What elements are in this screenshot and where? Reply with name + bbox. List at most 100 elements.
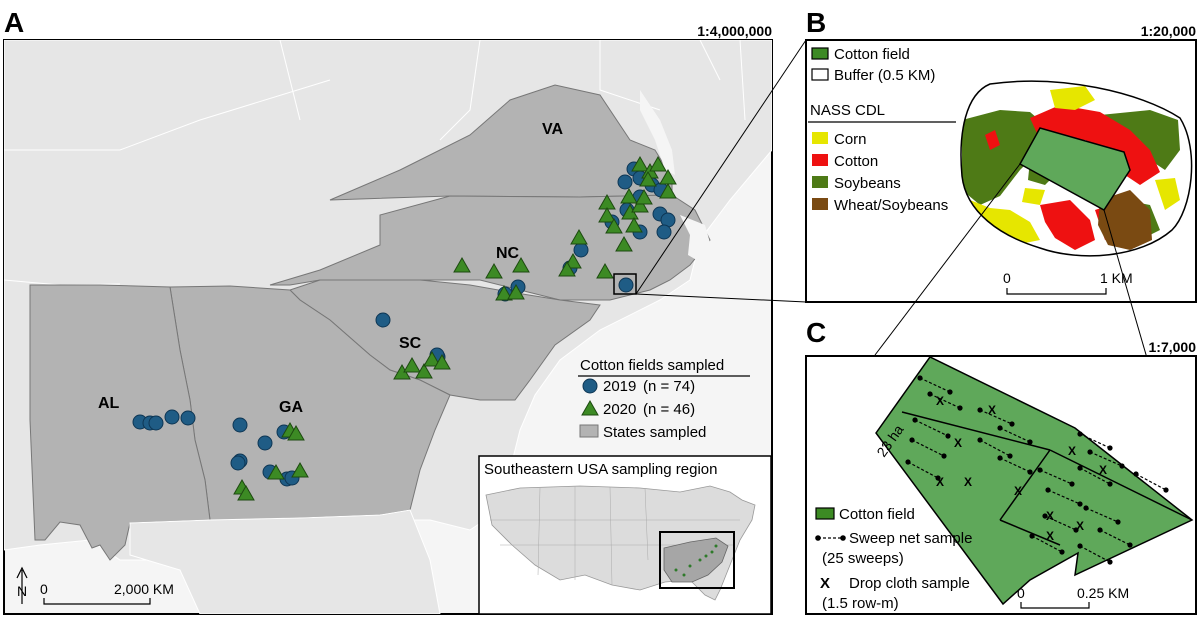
sample-2020-marker — [596, 262, 614, 279]
panel-b: B 1:20,000 — [805, 7, 1197, 303]
sample-2019-marker — [617, 174, 633, 190]
sample-2019-marker — [148, 415, 164, 431]
legend-c-field-label: Cotton field — [839, 506, 915, 523]
sample-2020-marker — [291, 461, 309, 478]
drop-cloth-sample: X — [936, 394, 944, 408]
sweep-net-sample — [1077, 543, 1113, 565]
sample-2020-marker — [631, 155, 649, 172]
field-subdivisions — [901, 411, 1193, 546]
sample-2020-marker — [625, 216, 643, 233]
legend-a-title: Cotton fields sampled — [580, 357, 724, 374]
sample-2020-marker — [659, 182, 677, 199]
legend-2019-n: (n = 74) — [643, 378, 695, 395]
chesapeake-bay — [640, 90, 675, 175]
panel-a-scale: 1:4,000,000 — [697, 23, 772, 39]
legend-c-sweep-symbol — [815, 535, 846, 541]
legend-b-soybeans-swatch — [812, 176, 828, 188]
legend-2020-n: (n = 46) — [643, 401, 695, 418]
legend-2020-label: 2020 — [603, 401, 636, 418]
legend-circle-symbol — [582, 378, 598, 394]
state-al — [29, 284, 211, 561]
state-label-ga: GA — [279, 399, 303, 416]
legend-states-swatch — [579, 424, 599, 438]
inset-title: Southeastern USA sampling region — [484, 461, 717, 478]
background-borders — [4, 40, 746, 286]
legend-b-wheat-swatch — [812, 198, 828, 210]
sample-2020-marker — [649, 155, 667, 172]
legend-b-cotton-swatch — [812, 154, 828, 166]
sample-2020-marker — [453, 256, 471, 273]
legend-b-field-swatch — [811, 47, 829, 60]
sample-2020-marker — [631, 196, 649, 213]
sweep-net-sample — [905, 459, 941, 481]
legend-b-wheat-label: Wheat/Soybeans — [834, 197, 948, 214]
drop-cloth-sample: X — [988, 403, 996, 417]
scalebar-a-start: 0 — [40, 581, 48, 597]
scalebar-a-end: 2,000 KM — [114, 581, 174, 597]
legend-b-buffer-label: Buffer (0.5 KM) — [834, 67, 935, 84]
sample-2020-marker — [635, 188, 653, 205]
state-label-sc: SC — [399, 335, 422, 352]
panel-c-letter: C — [806, 317, 826, 348]
scalebar-c: 0 0.25 KM — [1017, 585, 1129, 609]
panel-c-scale: 1:7,000 — [1149, 339, 1197, 355]
legend-triangle-symbol — [581, 399, 599, 416]
scalebar-b-end: 1 KM — [1100, 270, 1133, 286]
inset-sampled-states — [663, 537, 729, 583]
sample-2019-marker — [164, 409, 180, 425]
legend-c-field-swatch — [815, 507, 835, 520]
sample-2020-marker — [558, 260, 576, 277]
scalebar-a: 0 2,000 KM — [40, 581, 174, 605]
sample-2019-marker — [573, 242, 589, 258]
inset-map: Southeastern USA sampling region — [478, 455, 772, 615]
scalebar-c-start: 0 — [1017, 585, 1025, 601]
sample-2020-marker — [615, 235, 633, 252]
sample-2020-marker — [495, 284, 513, 301]
drop-cloth-sample: X — [1068, 444, 1076, 458]
sweep-net-sample — [1087, 449, 1125, 469]
legend-b-nass-title: NASS CDL — [810, 102, 885, 119]
drop-cloth-sample: X — [964, 475, 972, 489]
scalebar-b-start: 0 — [1003, 270, 1011, 286]
sample-2019-marker — [257, 435, 273, 451]
legend-b: Cotton field Buffer (0.5 KM) NASS CDL Co… — [808, 46, 956, 214]
sample-2020-marker — [570, 228, 588, 245]
landcover-mosaic — [961, 81, 1192, 256]
panel-a-letter: A — [4, 7, 24, 38]
sweep-net-sample — [1077, 431, 1113, 451]
sweep-net-sample — [917, 375, 953, 395]
sample-2020-marker — [403, 356, 421, 373]
pamlico-sound — [680, 215, 712, 262]
sweep-net-sample — [997, 455, 1033, 475]
sample-2020-marker — [639, 170, 657, 187]
legend-c-drop-sub: (1.5 row-m) — [822, 595, 899, 612]
sample-markers — [132, 155, 677, 501]
legend-c-sweep-label: Sweep net sample — [849, 530, 972, 547]
sample-2020-marker — [267, 463, 285, 480]
legend-c-sweep-sub: (25 sweeps) — [822, 550, 904, 567]
drop-cloth-sample: X — [1076, 519, 1084, 533]
legend-b-buffer-swatch — [811, 68, 829, 81]
cotton-field-c — [875, 356, 1194, 606]
state-fl — [129, 509, 441, 614]
legend-c-drop-symbol: X — [820, 575, 830, 592]
legend-a: Cotton fields sampled 2019 (n = 74) 2020… — [578, 357, 750, 441]
sample-2020-marker — [507, 283, 525, 300]
cotton-field-b — [1018, 127, 1131, 211]
drop-cloth-sample: X — [1046, 529, 1054, 543]
sweep-net-sample — [1042, 513, 1079, 533]
sample-2019-marker — [618, 277, 634, 293]
field-highlight-box — [613, 273, 637, 295]
drop-cloth-sample: X — [1046, 509, 1054, 523]
legend-b-corn-label: Corn — [834, 131, 867, 148]
legend-states-label: States sampled — [603, 424, 706, 441]
sweep-net-sample — [1045, 487, 1083, 507]
sweep-net-sample — [927, 391, 963, 411]
sample-2020-marker — [237, 484, 255, 501]
panel-b-letter: B — [806, 7, 826, 38]
legend-b-corn-swatch — [812, 132, 828, 144]
sample-2020-marker — [598, 206, 616, 223]
sweep-net-sample — [977, 407, 1015, 427]
